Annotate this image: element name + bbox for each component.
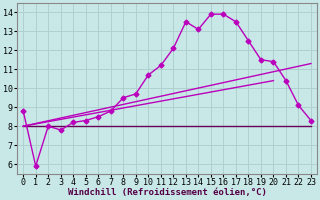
X-axis label: Windchill (Refroidissement éolien,°C): Windchill (Refroidissement éolien,°C)	[68, 188, 267, 197]
